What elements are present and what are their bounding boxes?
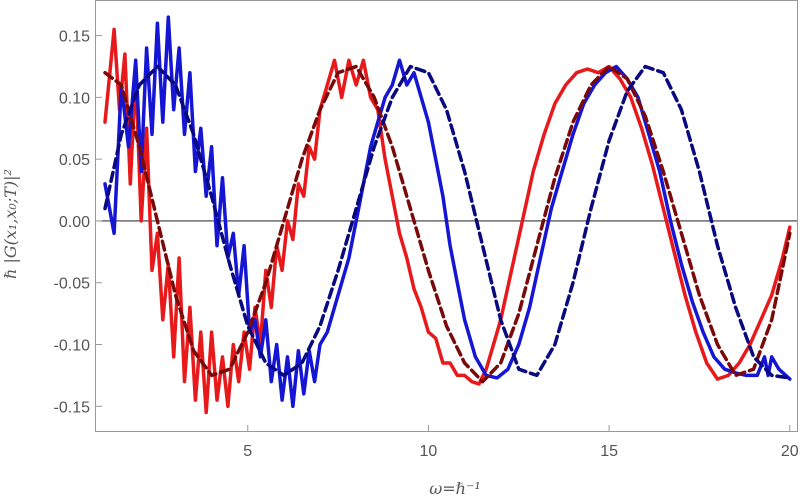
series-line-2 <box>103 15 792 409</box>
y-tick-label: -0.05 <box>54 276 91 293</box>
y-axis-ticks: -0.15 -0.10 -0.05 0.00 0.05 0.10 0.15 <box>54 29 102 416</box>
x-tick-label: 10 <box>420 443 438 460</box>
x-tick-label: 5 <box>243 443 252 460</box>
y-tick-label: 0.00 <box>59 214 90 231</box>
y-tick-label: -0.10 <box>54 338 91 355</box>
y-tick-label: 0.10 <box>59 90 90 107</box>
plot-frame <box>95 0 798 432</box>
y-tick-label: 0.05 <box>59 152 90 169</box>
series-line-3 <box>103 64 792 384</box>
x-tick-label: 20 <box>781 443 799 460</box>
series-line-1 <box>103 27 792 415</box>
x-tick-label: 15 <box>600 443 618 460</box>
series-line-4 <box>103 64 792 380</box>
series-layer <box>103 15 792 415</box>
x-axis-ticks: 5 10 15 20 <box>243 425 799 460</box>
y-tick-label: -0.15 <box>54 399 91 416</box>
y-axis-title: ℏ |G(x₁,x₀;T)|² <box>1 169 20 279</box>
y-tick-label: 0.15 <box>59 29 90 46</box>
x-axis-title: ω=ℏ⁻¹ <box>429 479 481 498</box>
